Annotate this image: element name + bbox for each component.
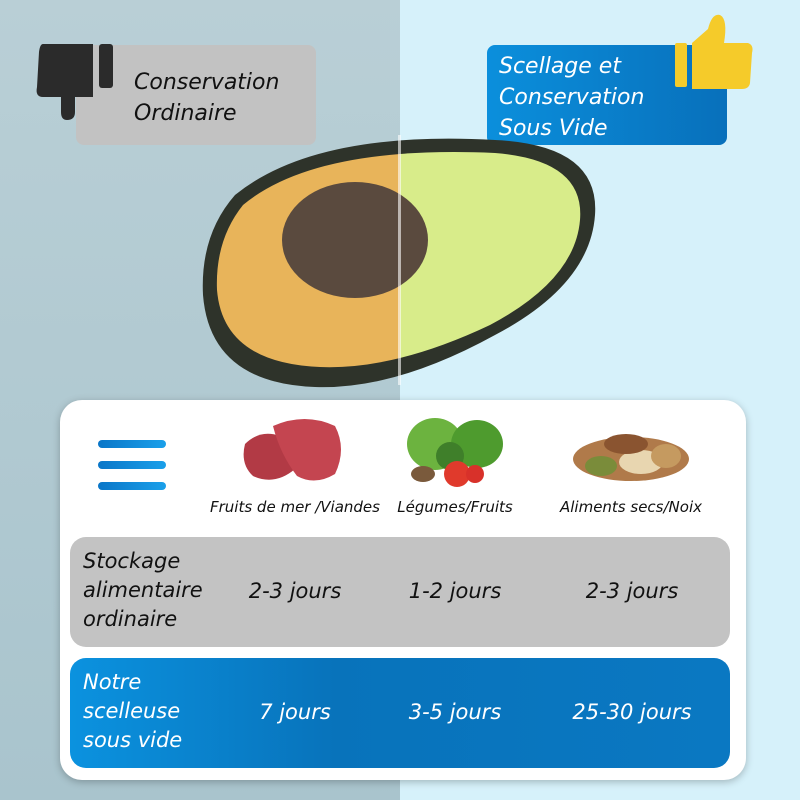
row-label: Stockage alimentaire ordinaire: [83, 549, 203, 631]
badge-left-label: Conservation Ordinaire: [134, 70, 280, 126]
badge-right-label: Scellage et Conservation Sous Vide: [499, 54, 645, 141]
thumbs-down-icon: [36, 44, 113, 120]
vacuum-conservation-badge: Scellage et Conservation Sous Vide: [487, 45, 727, 145]
table-cell: 1-2 jours: [408, 579, 502, 603]
vegetables-image: [407, 418, 503, 487]
nuts-image: [573, 434, 689, 481]
table-cell: 7 jours: [259, 700, 331, 724]
meat-image: [243, 419, 341, 481]
table-cell: 2-3 jours: [248, 579, 342, 603]
avocado-image: [202, 135, 596, 388]
table-cell: 2-3 jours: [585, 579, 679, 603]
table-cell: 3-5 jours: [408, 700, 502, 724]
row-label: Notre scelleuse sous vide: [83, 670, 183, 752]
thumbs-up-icon: [675, 14, 753, 89]
column-label: Légumes/Fruits: [397, 498, 513, 516]
ordinary-conservation-badge: Conservation Ordinaire: [76, 45, 316, 145]
comparison-table: Fruits de mer /Viandes Légumes/Fruits Al…: [60, 400, 746, 780]
table-row-ordinary: Stockage alimentaire ordinaire 2-3 jours…: [70, 537, 730, 647]
column-label: Fruits de mer /Viandes: [210, 498, 380, 516]
table-row-vacuum: Notre scelleuse sous vide 7 jours 3-5 jo…: [70, 658, 730, 768]
table-cell: 25-30 jours: [572, 700, 692, 724]
menu-icon: [98, 440, 166, 503]
column-meat: Fruits de mer /Viandes: [210, 414, 380, 517]
column-nuts: Aliments secs/Noix: [546, 414, 716, 517]
column-label: Aliments secs/Noix: [559, 498, 702, 516]
column-vegetables: Légumes/Fruits: [370, 414, 540, 517]
